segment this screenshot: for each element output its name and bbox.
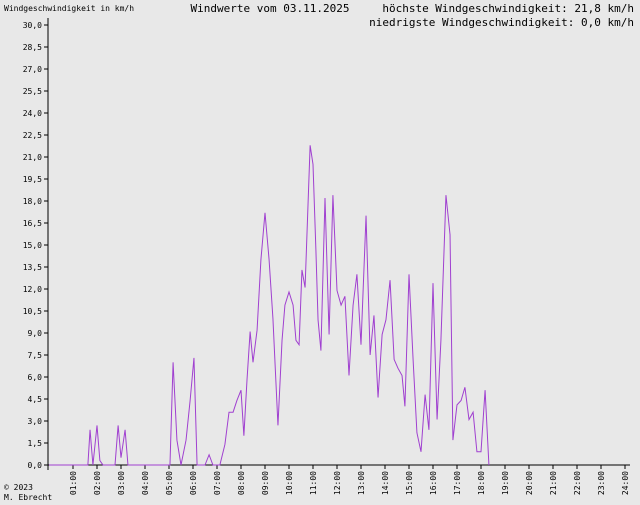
chart-title: Windwerte vom 03.11.2025 <box>191 2 350 15</box>
x-tick-label: 10:00 <box>285 471 294 495</box>
y-tick-label: 22,5 <box>23 131 42 140</box>
y-tick-label: 16,5 <box>23 219 42 228</box>
author: M. Ebrecht <box>4 493 52 502</box>
min-annotation: niedrigste Windgeschwindigkeit: 0,0 km/h <box>369 16 634 29</box>
x-tick-label: 13:00 <box>357 471 366 495</box>
x-tick-label: 16:00 <box>429 471 438 495</box>
y-tick-label: 6,0 <box>28 373 43 382</box>
y-tick-label: 30,0 <box>23 21 42 30</box>
y-tick-label: 0,0 <box>28 461 43 470</box>
x-tick-label: 08:00 <box>237 471 246 495</box>
y-tick-label: 4,5 <box>28 395 43 404</box>
x-tick-label: 24:00 <box>621 471 630 495</box>
y-tick-label: 9,0 <box>28 329 43 338</box>
x-tick-label: 23:00 <box>597 471 606 495</box>
y-tick-label: 7,5 <box>28 351 43 360</box>
y-tick-label: 25,5 <box>23 87 42 96</box>
max-annotation: höchste Windgeschwindigkeit: 21,8 km/h <box>382 2 634 15</box>
wind-line <box>49 145 490 466</box>
y-tick-label: 10,5 <box>23 307 42 316</box>
x-tick-label: 20:00 <box>525 471 534 495</box>
x-tick-label: 22:00 <box>573 471 582 495</box>
copyright: © 2023 <box>4 483 33 492</box>
y-tick-label: 28,5 <box>23 43 42 52</box>
x-tick-label: 21:00 <box>549 471 558 495</box>
y-tick-label: 1,5 <box>28 439 43 448</box>
x-tick-label: 04:00 <box>141 471 150 495</box>
y-tick-label: 24,0 <box>23 109 42 118</box>
x-tick-label: 18:00 <box>477 471 486 495</box>
y-tick-label: 13,5 <box>23 263 42 272</box>
x-tick-label: 12:00 <box>333 471 342 495</box>
y-tick-label: 15,0 <box>23 241 42 250</box>
x-tick-label: 15:00 <box>405 471 414 495</box>
y-tick-label: 27,0 <box>23 65 42 74</box>
y-axis-label: Windgeschwindigkeit in km/h <box>4 4 134 13</box>
y-tick-label: 12,0 <box>23 285 42 294</box>
x-tick-label: 07:00 <box>213 471 222 495</box>
x-tick-label: 19:00 <box>501 471 510 495</box>
x-tick-label: 09:00 <box>261 471 270 495</box>
x-tick-label: 05:00 <box>165 471 174 495</box>
x-tick-label: 14:00 <box>381 471 390 495</box>
y-tick-label: 21,0 <box>23 153 42 162</box>
y-tick-label: 19,5 <box>23 175 42 184</box>
x-tick-label: 01:00 <box>69 471 78 495</box>
x-tick-label: 06:00 <box>189 471 198 495</box>
x-tick-label: 02:00 <box>93 471 102 495</box>
x-tick-label: 03:00 <box>117 471 126 495</box>
x-tick-label: 17:00 <box>453 471 462 495</box>
x-tick-label: 11:00 <box>309 471 318 495</box>
y-tick-label: 3,0 <box>28 417 43 426</box>
y-tick-label: 18,0 <box>23 197 42 206</box>
